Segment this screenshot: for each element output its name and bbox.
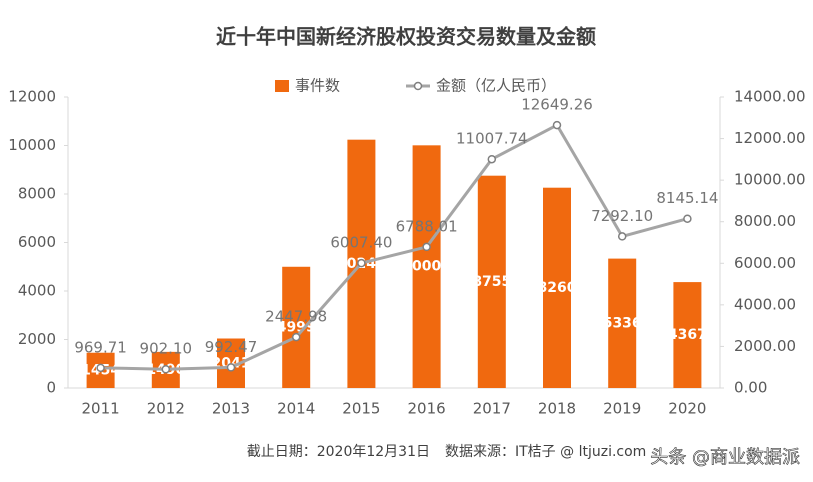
line-point — [226, 363, 236, 372]
legend-marker — [413, 81, 423, 91]
line — [100, 123, 688, 371]
y-tick-label: 0 — [46, 379, 56, 397]
x-tick-label: 2018 — [538, 400, 576, 418]
bar-value-label: 5336 — [603, 315, 642, 331]
line-value-label: 2447.98 — [265, 308, 327, 326]
line-point — [487, 154, 497, 164]
source: 数据来源：IT桔子 @ ltjuzi.com — [445, 444, 646, 460]
x-tick-label: 2014 — [277, 400, 315, 418]
footnote: 截止日期：2020年12月31日 — [247, 444, 430, 460]
y2-tick-label: 10000.00 — [734, 171, 806, 189]
y-tick-label: 4000 — [18, 282, 56, 300]
y2-tick-label: 8000.00 — [734, 212, 796, 230]
bar-value-label: 4367 — [668, 327, 707, 343]
x-tick-label: 2011 — [82, 400, 120, 418]
line-point — [291, 332, 301, 342]
bar — [412, 145, 441, 388]
x-tick-label: 2016 — [408, 400, 446, 418]
line-point — [96, 363, 105, 373]
x-tick-label: 2013 — [212, 400, 250, 418]
legend-label: 金额（亿人民币） — [436, 77, 556, 95]
bar-value-label: 10007 — [402, 259, 451, 275]
y-tick-label: 8000 — [18, 185, 56, 203]
bar — [477, 175, 506, 388]
watermark: 头条 @商业数据派 — [650, 447, 800, 468]
line-point — [161, 364, 171, 374]
x-tick-label: 2012 — [147, 400, 185, 418]
y2-tick-label: 0.00 — [734, 379, 767, 397]
x-tick-label: 2019 — [603, 400, 641, 418]
chart-title: 近十年中国新经济股权投资交易数量及金额 — [216, 25, 596, 49]
bar-value-label: 8755 — [472, 274, 511, 290]
line-value-label: 8145.14 — [656, 189, 718, 207]
y2-tick-label: 4000.00 — [734, 295, 796, 313]
y2-tick-label: 6000.00 — [734, 254, 796, 272]
y-tick-label: 12000 — [8, 88, 56, 106]
y-tick-label: 2000 — [18, 330, 56, 348]
line-point — [422, 242, 431, 252]
line-point — [357, 258, 366, 268]
y-tick-label: 10000 — [8, 136, 56, 154]
bar-value-label: 8260 — [538, 280, 577, 296]
line-value-label: 7292.10 — [591, 207, 653, 225]
line-value-label: 12649.26 — [521, 96, 593, 114]
line-point — [683, 214, 692, 223]
line-value-label: 992.47 — [205, 338, 258, 356]
line-value-label: 6007.40 — [330, 234, 392, 252]
y2-tick-label: 12000.00 — [734, 129, 806, 147]
y2-tick-label: 2000.00 — [734, 337, 796, 355]
line-value-label: 902.10 — [140, 340, 193, 358]
line-point — [617, 232, 627, 241]
line-value-label: 969.71 — [74, 338, 127, 356]
x-tick-label: 2015 — [342, 400, 380, 418]
y2-tick-label: 14000.00 — [734, 88, 806, 106]
line-value-label: 11007.74 — [456, 130, 528, 148]
legend-swatch — [275, 80, 289, 92]
line-value-label: 6788.01 — [396, 217, 458, 235]
x-tick-label: 2020 — [668, 400, 706, 418]
line-point — [552, 120, 562, 130]
legend-label: 事件数 — [295, 77, 340, 95]
y-tick-label: 6000 — [18, 233, 56, 251]
bar-value-label: 4999 — [277, 319, 316, 335]
bar — [673, 282, 702, 388]
bar — [608, 258, 637, 388]
x-tick-label: 2017 — [473, 400, 511, 418]
bar — [543, 187, 571, 388]
